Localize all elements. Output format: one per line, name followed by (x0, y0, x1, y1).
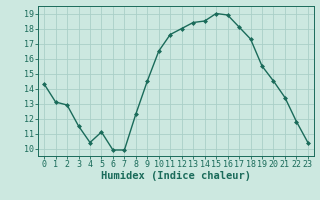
X-axis label: Humidex (Indice chaleur): Humidex (Indice chaleur) (101, 171, 251, 181)
